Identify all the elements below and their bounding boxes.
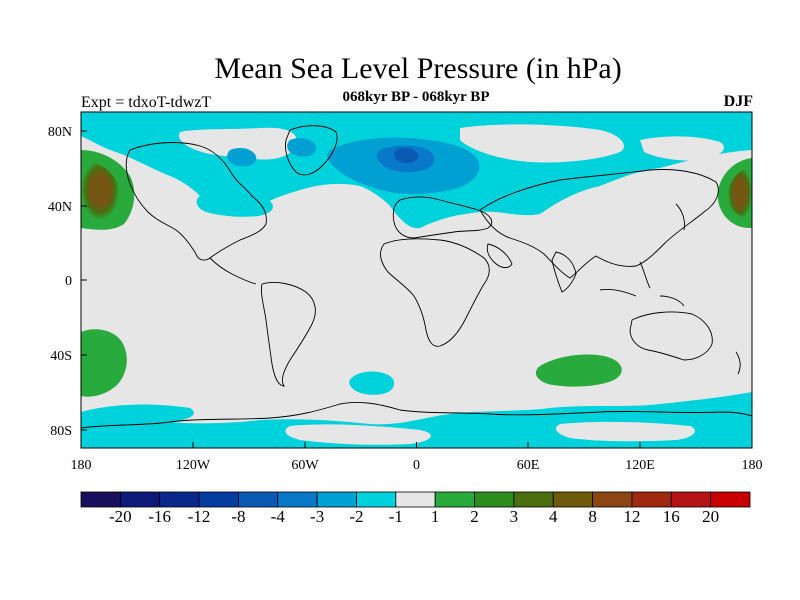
y-tick-label: 40N [48, 200, 72, 215]
colorbar-swatch [434, 491, 475, 508]
colorbar-swatch [159, 491, 200, 508]
colorbar-swatch [80, 491, 121, 508]
coast-australia [629, 311, 713, 361]
y-tick-label: 40S [50, 349, 72, 364]
hudson-low-anomaly [227, 148, 257, 167]
colorbar-label: 1 [431, 507, 440, 526]
colorbar-label: -8 [231, 507, 245, 526]
anomaly-field [81, 112, 752, 448]
colorbar-label: 20 [702, 507, 719, 526]
coast-south-america [261, 281, 316, 387]
arctic-neutral-patch-2 [460, 124, 624, 163]
colorbar-label: -12 [188, 507, 211, 526]
colorbar-label: 16 [663, 507, 680, 526]
colorbar-label: 12 [623, 507, 640, 526]
greenland-low-anomaly [287, 138, 317, 157]
colorbar-swatch [238, 491, 279, 508]
colorbar-label: -1 [389, 507, 403, 526]
colorbar-swatch [395, 491, 436, 508]
north-pacific-high-east-core [727, 166, 752, 220]
coast-indonesia [599, 261, 685, 307]
coast-europe [392, 196, 492, 239]
colorbar-swatch [198, 491, 239, 508]
colorbar-label: 2 [470, 507, 479, 526]
x-tick-label: 180 [742, 458, 763, 473]
coast-greenland [285, 125, 338, 176]
colorbar-label: 8 [588, 507, 597, 526]
coast-india [551, 251, 577, 293]
coast-asia [479, 169, 719, 279]
y-tick-label: 80N [48, 125, 72, 140]
southern-ocean-neutral-patch [285, 424, 431, 445]
y-tick-label: 0 [65, 274, 72, 289]
season-label: DJF [723, 93, 753, 110]
colorbar-label: 3 [510, 507, 519, 526]
colorbar-label: -20 [109, 507, 132, 526]
x-tick-label: 180 [71, 458, 92, 473]
arctic-neutral-patch [179, 127, 297, 160]
colorbar-swatch [670, 491, 712, 508]
x-tick-label: 60W [291, 458, 319, 473]
colorbar-swatch [631, 491, 672, 508]
y-axis-labels: 80N 40N 0 40S 80S [48, 125, 72, 439]
figure-title: Mean Sea Level Pressure (in hPa) [214, 52, 622, 85]
figure-subtitle: 068kyr BP - 068kyr BP [342, 89, 490, 105]
coast-north-america [125, 142, 267, 261]
x-tick-label: 60E [517, 458, 540, 473]
colorbar-label: -3 [310, 507, 324, 526]
x-tick-label: 120E [625, 458, 655, 473]
atlantic-low-tongue [196, 192, 273, 217]
north-pacific-high-west-core [81, 160, 120, 221]
x-tick-label: 120W [176, 458, 211, 473]
x-axis-labels: 180 120W 60W 0 60E 120E 180 [71, 458, 763, 473]
colorbar-swatch [316, 491, 357, 508]
colorbar-swatch [119, 491, 161, 508]
coast-central-america [209, 257, 257, 285]
colorbar-label: -2 [349, 507, 363, 526]
x-tick-label: 0 [413, 458, 420, 473]
coast-antarctica [81, 401, 752, 429]
coast-africa [380, 238, 490, 347]
colorbar-label: 4 [549, 507, 558, 526]
colorbar-swatch [356, 491, 397, 508]
colorbar-swatch [277, 491, 318, 508]
coast-new-zealand [735, 351, 741, 375]
southern-ocean-neutral-patch-2 [555, 421, 695, 442]
y-tick-label: 80S [50, 424, 72, 439]
colorbar-label: -16 [148, 507, 171, 526]
axis-ticks [80, 130, 753, 448]
colorbar-swatch [552, 491, 593, 508]
coast-japan [675, 203, 685, 231]
colorbar-swatch [592, 491, 633, 508]
colorbar-swatch [474, 491, 515, 508]
coast-arabia [486, 243, 513, 269]
southern-indian-high-anomaly [535, 354, 622, 387]
arctic-neutral-patch-3 [640, 136, 724, 161]
experiment-label: Expt = tdxoT-tdwzT [81, 94, 212, 111]
south-pacific-high-anomaly [81, 329, 127, 397]
colorbar-swatch [710, 491, 751, 508]
colorbar-swatch [513, 491, 554, 508]
coastlines [81, 125, 752, 429]
colorbar: -20 -16 -12 -8 -4 -3 -2 -1 1 2 3 4 8 12 16 20 [80, 491, 751, 526]
iceland-low-center [394, 147, 419, 164]
colorbar-label: -4 [271, 507, 286, 526]
south-atlantic-low-blob [349, 371, 395, 395]
